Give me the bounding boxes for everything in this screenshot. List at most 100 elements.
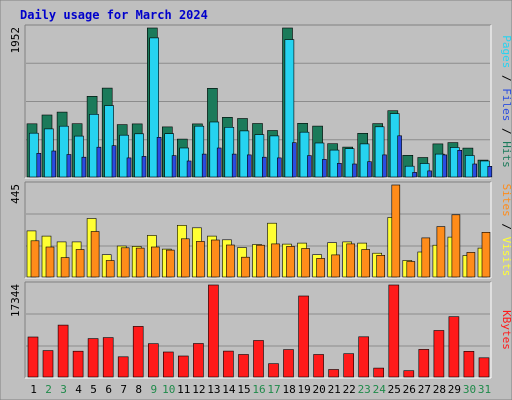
bar-kbytes xyxy=(328,369,339,378)
legend-item-pages: Pages xyxy=(500,35,512,68)
bar-files xyxy=(74,135,84,178)
bar-sites xyxy=(196,241,205,278)
x-tick-label: 6 xyxy=(105,383,112,396)
x-tick-label: 30 xyxy=(463,383,476,396)
bar-pages xyxy=(141,156,147,178)
legend-item-kbytes: KBytes xyxy=(500,310,512,350)
x-tick-label: 7 xyxy=(120,383,127,396)
bar-files xyxy=(89,114,99,178)
bar-sites xyxy=(346,243,356,278)
x-tick-label: 14 xyxy=(222,383,236,396)
bar-sites xyxy=(376,255,386,278)
bar-sites xyxy=(481,232,491,278)
bar-kbytes xyxy=(373,367,385,378)
x-tick-label: 2 xyxy=(45,383,52,396)
bar-pages xyxy=(397,135,402,178)
bar-kbytes xyxy=(418,349,430,378)
bar-pages xyxy=(276,157,282,178)
bar-files xyxy=(59,125,69,178)
panel-visits-sites: 445 Sites / Visits xyxy=(9,181,512,279)
bar-pages xyxy=(126,157,132,178)
bar-pages xyxy=(156,137,162,178)
x-tick-label: 22 xyxy=(343,383,356,396)
x-tick-label: 18 xyxy=(282,383,295,396)
bar-kbytes xyxy=(132,326,144,378)
bar-pages xyxy=(337,163,342,178)
x-tick-label: 23 xyxy=(358,383,371,396)
bar-sites xyxy=(45,246,55,278)
bar-files xyxy=(134,133,144,178)
bar-kbytes xyxy=(358,336,370,378)
bar-files xyxy=(149,37,159,178)
panel-hits-files-pages: 1952 Pages / Files / Hits xyxy=(9,24,512,179)
bar-pages xyxy=(201,153,207,178)
bar-pages xyxy=(171,155,177,178)
x-tick-label: 4 xyxy=(75,383,82,396)
x-tick-label: 16 xyxy=(252,383,265,396)
x-tick-label: 5 xyxy=(90,383,97,396)
bar-pages xyxy=(291,142,297,178)
x-tick-label: 11 xyxy=(177,383,190,396)
ymax-label: 445 xyxy=(9,184,22,204)
x-tick-label: 12 xyxy=(192,383,205,396)
bar-pages xyxy=(261,156,267,178)
bar-pages xyxy=(186,160,192,178)
bar-sites xyxy=(436,226,446,278)
bar-sites xyxy=(271,243,280,278)
legend-kbytes: KBytes xyxy=(500,310,512,350)
x-tick-label: 13 xyxy=(207,383,220,396)
bar-files xyxy=(239,130,250,178)
bar-kbytes xyxy=(178,355,189,378)
bar-kbytes xyxy=(478,357,490,378)
x-tick-label: 17 xyxy=(267,383,280,396)
bar-sites xyxy=(286,246,295,278)
x-tick-label: 1 xyxy=(30,383,37,396)
bar-kbytes xyxy=(313,354,324,378)
bar-kbytes xyxy=(403,370,415,378)
bar-sites xyxy=(241,256,250,278)
bar-pages xyxy=(382,154,387,178)
bar-sites xyxy=(316,258,325,278)
bar-files xyxy=(119,134,129,178)
bar-files xyxy=(419,163,430,178)
legend-item-files: Files xyxy=(500,88,512,121)
bar-pages xyxy=(96,146,102,178)
bar-files xyxy=(194,125,205,178)
bar-sites xyxy=(211,239,220,278)
bar-sites xyxy=(406,261,416,278)
bar-pages xyxy=(472,163,478,178)
panel-kbytes: 17344 KBytes xyxy=(9,281,512,379)
bar-files xyxy=(269,135,280,178)
x-tick-label: 24 xyxy=(373,383,387,396)
x-tick-label: 21 xyxy=(328,383,341,396)
bar-pages xyxy=(247,154,252,178)
bar-sites xyxy=(301,248,310,278)
x-tick-label: 28 xyxy=(433,383,446,396)
bar-kbytes xyxy=(463,350,475,378)
bar-sites xyxy=(466,252,476,278)
bar-pages xyxy=(322,159,327,178)
ymax-label: 17344 xyxy=(9,284,22,317)
bar-pages xyxy=(367,161,372,178)
bar-kbytes xyxy=(27,336,39,378)
bar-sites xyxy=(120,247,130,278)
x-tick-label: 3 xyxy=(60,383,67,396)
x-tick-label: 10 xyxy=(162,383,175,396)
legend-item-hits: Hits xyxy=(500,141,512,168)
bar-kbytes xyxy=(253,340,264,378)
bar-sites xyxy=(361,249,371,278)
bar-pages xyxy=(427,170,432,178)
bar-kbytes xyxy=(148,343,159,378)
bar-sites xyxy=(30,240,40,278)
bar-pages xyxy=(231,153,237,178)
bar-kbytes xyxy=(102,337,114,378)
bar-sites xyxy=(75,249,85,278)
bar-sites xyxy=(256,244,265,278)
bar-files xyxy=(359,143,370,178)
bar-sites xyxy=(181,238,190,278)
legend-item-visits: Visits xyxy=(500,237,512,277)
x-tick-label: 26 xyxy=(403,383,416,396)
bar-kbytes xyxy=(238,354,249,378)
bar-kbytes xyxy=(163,351,174,378)
